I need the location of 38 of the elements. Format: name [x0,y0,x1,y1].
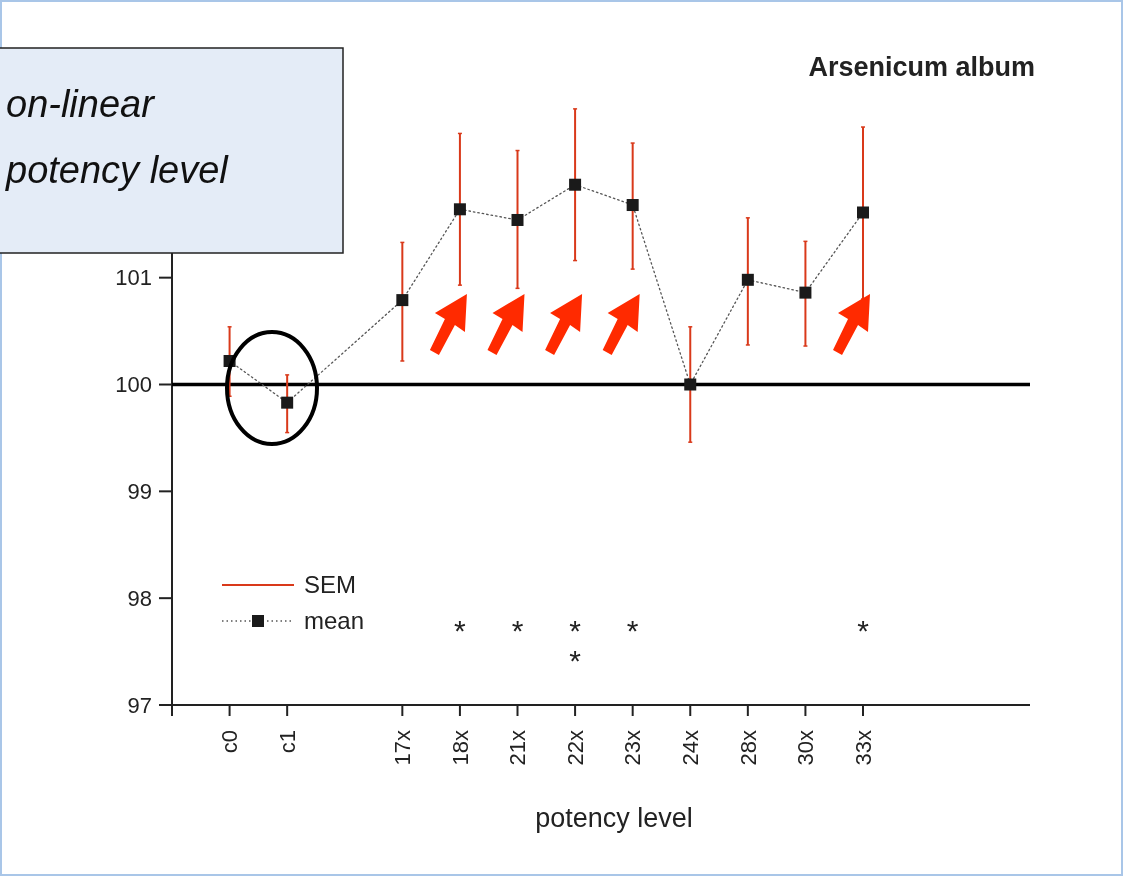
annotation: * [454,614,467,647]
x-tick-label: 21x [505,730,531,766]
x-tick-label: 22x [562,730,588,766]
point [799,286,812,299]
y-tick-label: 98 [127,585,152,611]
x-tick-label: c0 [217,730,243,754]
x-tick-label: 33x [850,730,876,766]
x-tick-label: c1 [274,730,300,754]
point [511,213,524,226]
annotation: * [511,614,524,647]
legend-label: mean [304,607,365,635]
annotation: * [857,614,870,647]
annotation: SEM [304,571,357,599]
text-box: on-linear potency level [0,47,344,254]
point [396,294,409,307]
chart-title: Arsenicum album [808,52,1035,82]
y-tick-label: 99 [127,479,152,505]
x-tick-label: 23x [620,730,646,766]
point [857,206,870,219]
point [569,178,582,191]
point [684,378,697,391]
x-axis-title: potency level [535,803,693,833]
point [453,203,466,216]
annotation: * [569,614,582,647]
point [626,199,639,212]
annotation: * [626,614,639,647]
x-tick-label: 24x [677,730,703,766]
y-tick-label: 100 [115,372,152,398]
y-tick-label: 97 [127,692,152,718]
annotation: on-linear potency level [5,83,230,191]
annotation: * [569,644,582,677]
point [281,396,294,409]
x-tick-label: 18x [447,730,473,766]
x-tick-label: 28x [735,730,761,766]
x-tick-label: 17x [390,730,416,766]
y-tick-label: 101 [115,265,152,291]
point [741,273,754,286]
x-tick-label: 30x [793,730,819,766]
